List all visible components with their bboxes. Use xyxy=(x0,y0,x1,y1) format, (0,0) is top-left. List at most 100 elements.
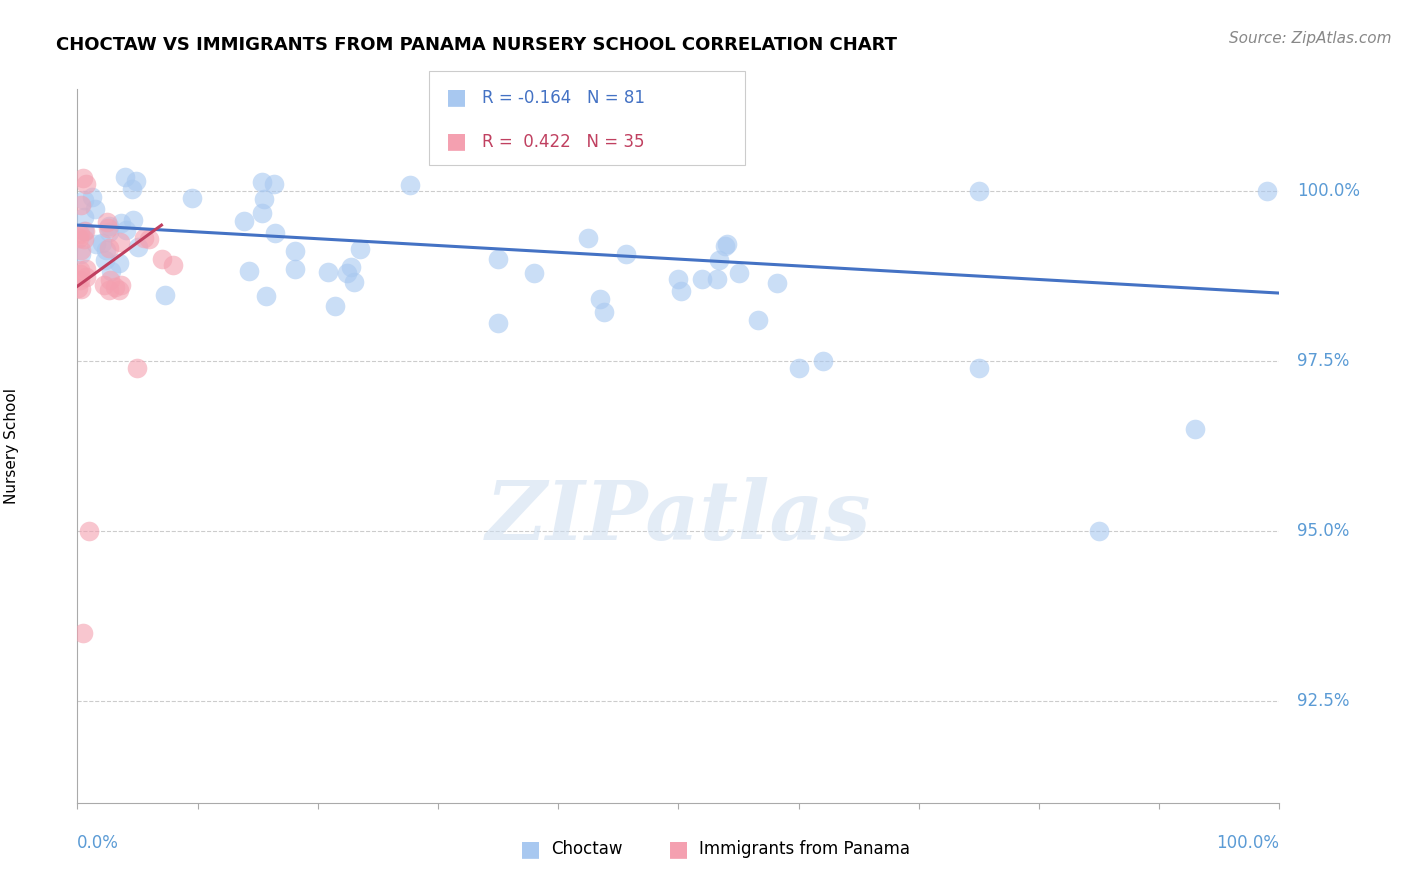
Text: ■: ■ xyxy=(668,839,689,859)
Point xyxy=(707,252,730,267)
Point xyxy=(747,313,769,327)
Point xyxy=(97,225,120,239)
Point xyxy=(253,192,276,206)
Point xyxy=(86,237,108,252)
Point xyxy=(93,277,115,292)
Text: CHOCTAW VS IMMIGRANTS FROM PANAMA NURSERY SCHOOL CORRELATION CHART: CHOCTAW VS IMMIGRANTS FROM PANAMA NURSER… xyxy=(56,36,897,54)
Point xyxy=(765,277,787,291)
Point xyxy=(97,219,120,233)
Point xyxy=(523,266,546,280)
Point xyxy=(1184,422,1206,436)
Point xyxy=(967,360,990,375)
Text: ZIPatlas: ZIPatlas xyxy=(485,477,872,558)
Point xyxy=(127,360,149,375)
Point xyxy=(238,264,260,278)
Point xyxy=(811,354,834,368)
Point xyxy=(72,626,94,640)
Point xyxy=(121,182,143,196)
Point xyxy=(110,216,132,230)
Point xyxy=(110,235,132,249)
Point xyxy=(398,178,420,192)
Point xyxy=(1256,184,1278,198)
Point xyxy=(100,264,122,278)
Point xyxy=(692,272,714,286)
Point xyxy=(349,242,371,256)
Text: 100.0%: 100.0% xyxy=(1298,182,1361,200)
Point xyxy=(70,281,93,295)
Point xyxy=(75,224,97,238)
Point xyxy=(668,272,690,286)
Point xyxy=(97,220,120,235)
Point xyxy=(671,284,693,298)
Point xyxy=(339,260,361,274)
Point xyxy=(336,266,359,280)
Point xyxy=(73,232,96,246)
Point xyxy=(72,224,94,238)
Point xyxy=(75,261,97,276)
Point xyxy=(316,264,339,278)
Point xyxy=(97,283,120,297)
Point xyxy=(69,267,91,281)
Point xyxy=(180,191,202,205)
Point xyxy=(108,283,131,297)
Point xyxy=(79,524,101,538)
Point xyxy=(706,271,728,285)
Point xyxy=(115,222,138,236)
Point xyxy=(787,360,810,375)
Point xyxy=(67,281,90,295)
Text: 0.0%: 0.0% xyxy=(77,834,120,852)
Point xyxy=(263,177,285,191)
Point xyxy=(264,226,287,240)
Point xyxy=(593,305,616,319)
Point xyxy=(67,231,90,245)
Point xyxy=(94,252,117,267)
Text: ■: ■ xyxy=(520,839,541,859)
Point xyxy=(138,232,160,246)
Point xyxy=(69,198,91,212)
Text: 97.5%: 97.5% xyxy=(1298,352,1350,370)
Point xyxy=(343,275,366,289)
Point xyxy=(162,258,184,272)
Text: ■: ■ xyxy=(446,132,467,152)
Point xyxy=(70,247,93,261)
Point xyxy=(69,263,91,277)
Point xyxy=(75,269,97,284)
Text: R = -0.164   N = 81: R = -0.164 N = 81 xyxy=(482,88,645,106)
Point xyxy=(96,215,118,229)
Text: R =  0.422   N = 35: R = 0.422 N = 35 xyxy=(482,133,645,151)
Point xyxy=(104,280,127,294)
Point xyxy=(232,213,254,227)
Point xyxy=(75,177,97,191)
Point xyxy=(90,236,112,251)
Point xyxy=(588,292,610,306)
Point xyxy=(73,210,96,224)
Text: 100.0%: 100.0% xyxy=(1216,834,1279,852)
Point xyxy=(110,278,132,293)
Text: Source: ZipAtlas.com: Source: ZipAtlas.com xyxy=(1229,31,1392,46)
Text: 95.0%: 95.0% xyxy=(1298,522,1350,540)
Point xyxy=(1088,524,1111,538)
Point xyxy=(716,237,738,252)
Point xyxy=(69,243,91,257)
Point xyxy=(114,169,136,184)
Point xyxy=(614,247,637,261)
Point xyxy=(98,272,121,286)
Point xyxy=(108,255,131,269)
Point xyxy=(73,193,96,207)
Point xyxy=(94,243,117,257)
Point xyxy=(727,266,749,280)
Point xyxy=(714,239,737,253)
Point xyxy=(72,170,94,185)
Point xyxy=(127,240,149,254)
Point xyxy=(97,241,120,255)
Text: 92.5%: 92.5% xyxy=(1298,692,1350,710)
Text: Choctaw: Choctaw xyxy=(551,840,623,858)
Point xyxy=(69,273,91,287)
Text: Immigrants from Panama: Immigrants from Panama xyxy=(699,840,910,858)
Point xyxy=(134,231,156,245)
Point xyxy=(153,288,176,302)
Point xyxy=(323,299,346,313)
Point xyxy=(576,231,599,245)
Point xyxy=(486,316,509,330)
Point xyxy=(250,205,273,219)
